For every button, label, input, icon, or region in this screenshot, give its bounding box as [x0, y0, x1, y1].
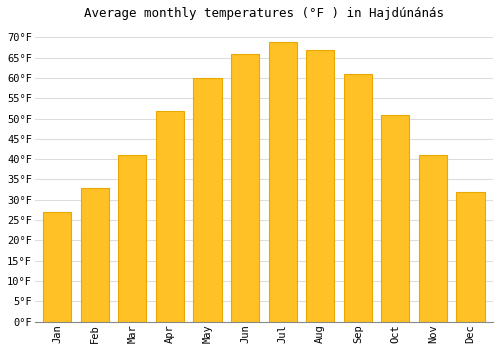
- Bar: [118, 155, 146, 322]
- Bar: [231, 54, 259, 322]
- Bar: [456, 192, 484, 322]
- Bar: [268, 42, 297, 322]
- Bar: [80, 188, 109, 322]
- Bar: [156, 111, 184, 322]
- Bar: [344, 74, 372, 322]
- Bar: [43, 212, 72, 322]
- Bar: [382, 114, 409, 322]
- Title: Average monthly temperatures (°F ) in Hajdúnánás: Average monthly temperatures (°F ) in Ha…: [84, 7, 444, 20]
- Bar: [306, 50, 334, 322]
- Bar: [419, 155, 447, 322]
- Bar: [194, 78, 222, 322]
